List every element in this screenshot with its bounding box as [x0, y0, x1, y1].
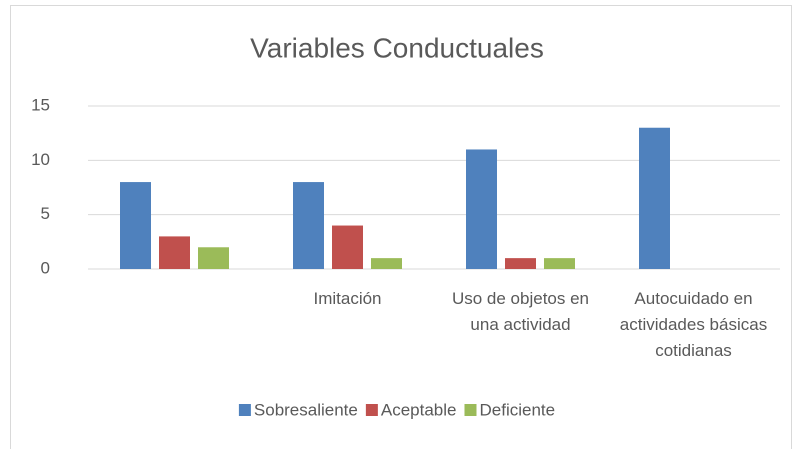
legend-label: Aceptable — [381, 400, 457, 419]
x-tick-label: Uso de objetos en una actividad — [452, 289, 589, 334]
bar — [159, 236, 190, 269]
y-tick-label: 15 — [31, 95, 50, 114]
label-line: actividades básicas — [620, 315, 767, 334]
label-line: una actividad — [470, 315, 570, 334]
y-tick-label: 0 — [41, 258, 50, 277]
x-tick-label: Autocuidado en actividades básicas cotidia… — [620, 289, 767, 360]
legend-swatch — [464, 404, 477, 416]
y-tick-label: 10 — [31, 150, 50, 169]
legend-swatch — [365, 404, 378, 416]
label-line: Autocuidado en — [634, 289, 752, 308]
legend-swatch — [238, 404, 251, 416]
chart-title: Variables Conductuales — [250, 32, 544, 63]
bar — [293, 182, 324, 269]
bar — [544, 258, 575, 269]
label-line: Uso de objetos en — [452, 289, 589, 308]
bar — [371, 258, 402, 269]
x-tick-label: Imitación — [313, 289, 381, 308]
y-tick-label: 5 — [41, 204, 50, 223]
bar — [198, 247, 229, 269]
label-line: cotidianas — [655, 341, 732, 360]
bar — [505, 258, 536, 269]
bar — [120, 182, 151, 269]
legend-label: Sobresaliente — [254, 400, 358, 419]
bar — [466, 149, 497, 269]
legend-label: Deficiente — [479, 400, 555, 419]
bar — [332, 225, 363, 269]
legend: Sobresaliente Aceptable Deficiente — [238, 400, 555, 419]
label-line: Imitación — [313, 289, 381, 308]
bar — [639, 127, 670, 269]
